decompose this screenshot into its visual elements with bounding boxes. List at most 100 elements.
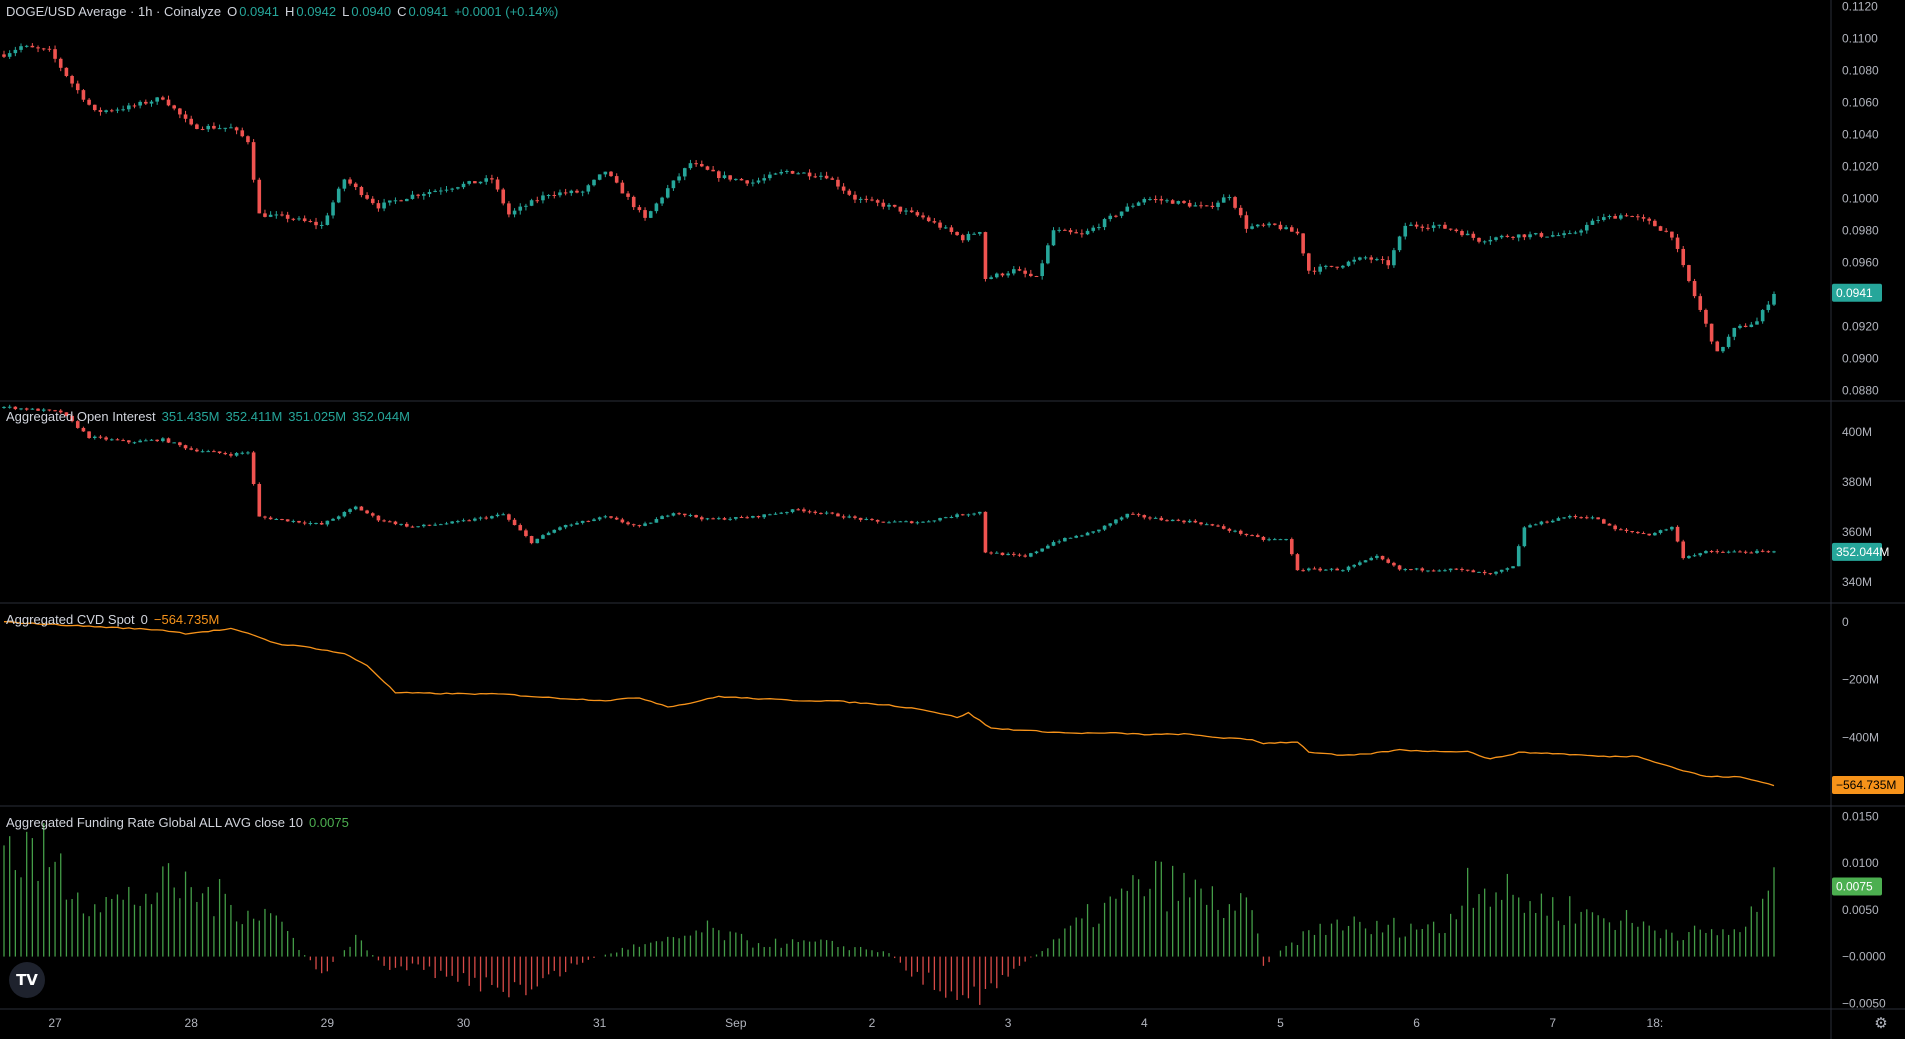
candle-body bbox=[563, 192, 568, 194]
candle-body bbox=[1562, 233, 1566, 236]
candle-body bbox=[41, 409, 46, 411]
candle-body bbox=[1579, 230, 1583, 233]
candle-body bbox=[348, 179, 352, 184]
candle-body bbox=[1766, 551, 1771, 553]
candle-body bbox=[155, 97, 159, 102]
y-tick-label: 340M bbox=[1842, 575, 1872, 589]
y-tick-label: 0.0960 bbox=[1842, 255, 1879, 269]
candle-body bbox=[507, 514, 511, 520]
candle-body bbox=[1318, 568, 1322, 571]
logo-text: TV bbox=[16, 971, 38, 989]
candle-body bbox=[285, 519, 290, 522]
candle-body bbox=[813, 176, 818, 178]
candle-body bbox=[932, 520, 937, 522]
candle-body bbox=[1193, 205, 1198, 207]
candle-body bbox=[631, 524, 636, 526]
candle-body bbox=[1584, 224, 1589, 231]
tradingview-logo-icon[interactable]: TV bbox=[9, 962, 45, 998]
candle-body bbox=[1590, 220, 1595, 225]
candle-body bbox=[586, 520, 591, 522]
candle-body bbox=[1516, 234, 1521, 238]
candle-body bbox=[1522, 234, 1527, 238]
candle-body bbox=[1046, 245, 1050, 264]
candle-body bbox=[1545, 236, 1549, 238]
candle-body bbox=[308, 221, 313, 223]
candle-body bbox=[484, 517, 489, 519]
candle-body bbox=[824, 175, 829, 179]
candle-body bbox=[1324, 265, 1328, 267]
candle-body bbox=[921, 215, 925, 218]
low-label: L bbox=[342, 4, 350, 19]
open-interest-title: Aggregated Open Interest bbox=[6, 409, 156, 424]
candle-body bbox=[1397, 236, 1402, 251]
candle-body bbox=[563, 524, 568, 528]
candle-body bbox=[393, 521, 398, 525]
candle-body bbox=[1040, 263, 1044, 277]
candle-body bbox=[677, 513, 681, 515]
candle-body bbox=[461, 183, 466, 188]
candle-body bbox=[450, 521, 454, 524]
candle-body bbox=[336, 188, 341, 203]
candle-body bbox=[1533, 524, 1538, 526]
candle-body bbox=[1358, 562, 1362, 565]
candle-body bbox=[495, 179, 500, 190]
candle-body bbox=[353, 183, 358, 188]
candle-body bbox=[915, 212, 920, 216]
candle-body bbox=[376, 203, 381, 209]
candle-body bbox=[336, 516, 341, 519]
candle-body bbox=[149, 439, 154, 441]
y-tick-label: 0.0880 bbox=[1842, 383, 1879, 397]
candle-body bbox=[109, 439, 114, 441]
candle-body bbox=[166, 438, 171, 443]
candle-body bbox=[558, 527, 562, 530]
candle-body bbox=[1596, 517, 1600, 520]
candle-body bbox=[1488, 573, 1493, 575]
candle-body bbox=[30, 408, 35, 410]
candle-body bbox=[790, 170, 795, 174]
candle-body bbox=[1125, 206, 1130, 212]
cvd-line bbox=[3, 621, 1775, 787]
y-tick-label: 0.0100 bbox=[1842, 856, 1879, 870]
candle-body bbox=[1363, 257, 1368, 259]
candle-body bbox=[1221, 526, 1226, 529]
gear-icon[interactable]: ⚙ bbox=[1874, 1014, 1888, 1032]
candle-body bbox=[1040, 548, 1044, 552]
candle-body bbox=[631, 196, 636, 208]
y-tick-label: 0.1060 bbox=[1842, 95, 1879, 109]
candle-body bbox=[841, 186, 846, 191]
candle-body bbox=[1278, 539, 1283, 541]
candle-body bbox=[422, 194, 426, 196]
candle-body bbox=[1392, 562, 1396, 566]
x-tick-label: 6 bbox=[1413, 1016, 1420, 1030]
candle-body bbox=[302, 218, 307, 222]
candle-body bbox=[1539, 233, 1544, 237]
candle-body bbox=[909, 210, 914, 213]
candle-body bbox=[1051, 230, 1056, 246]
candle-body bbox=[285, 214, 290, 219]
candle-body bbox=[490, 178, 494, 180]
candle-body bbox=[881, 521, 886, 523]
candle-body bbox=[81, 90, 86, 100]
last-value-badge bbox=[1832, 877, 1882, 896]
candle-body bbox=[240, 452, 245, 454]
candle-body bbox=[739, 178, 744, 181]
low-value: 0.0940 bbox=[351, 4, 392, 19]
candle-body bbox=[1511, 566, 1515, 569]
x-tick-label: 31 bbox=[593, 1016, 607, 1030]
candle-body bbox=[1012, 269, 1016, 274]
candle-body bbox=[1692, 555, 1697, 557]
candle-body bbox=[439, 190, 443, 192]
candle-body bbox=[1607, 215, 1612, 218]
candle-body bbox=[1341, 570, 1345, 572]
candle-body bbox=[127, 440, 131, 443]
candle-body bbox=[1125, 513, 1130, 518]
candle-body bbox=[81, 427, 86, 432]
candle-body bbox=[183, 445, 188, 449]
candle-body bbox=[620, 519, 625, 523]
candle-body bbox=[291, 218, 296, 220]
candle-body bbox=[1760, 550, 1765, 552]
candle-body bbox=[1176, 519, 1181, 521]
candle-body bbox=[331, 518, 335, 521]
candle-body bbox=[819, 512, 823, 514]
